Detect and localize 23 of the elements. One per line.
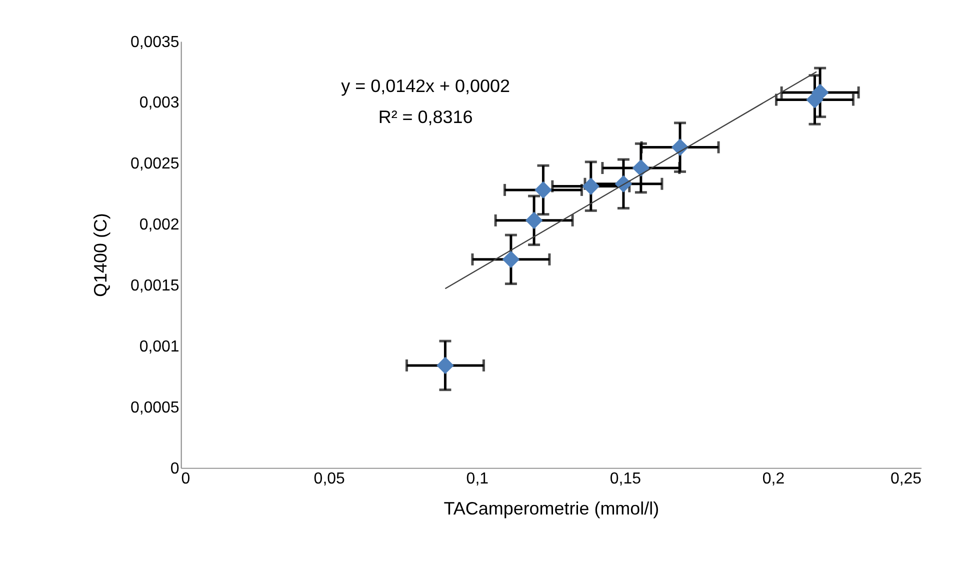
point	[632, 159, 650, 177]
x-tick-label: 0,25	[890, 470, 922, 488]
x-tick-label: 0,15	[610, 470, 642, 488]
annotation: R² = 0,8316	[378, 107, 473, 128]
point	[534, 181, 552, 199]
x-tick-label: 0	[181, 470, 190, 488]
y-axis-title: Q1400 (C)	[90, 213, 110, 297]
y-tick-label: 0,0035	[130, 34, 180, 51]
x-tick-label: 0,05	[314, 470, 346, 488]
y-tick-label: 0,0015	[130, 278, 180, 294]
y-tick-label: 0,003	[139, 94, 180, 112]
x-tick-label: 0,2	[762, 470, 785, 488]
point	[502, 250, 520, 268]
y-tick-label: 0,001	[139, 338, 180, 356]
point	[436, 356, 454, 374]
point	[582, 178, 600, 195]
y-tick-label: 0,0025	[130, 156, 180, 173]
y-tick-label: 0,002	[139, 216, 180, 234]
annotation: y = 0,0142x + 0,0002	[341, 76, 510, 96]
x-axis-title: TACamperometrie (mmol/l)	[444, 498, 660, 518]
y-tick-label: 0,0005	[130, 399, 180, 416]
x-tick-label: 0,1	[466, 470, 489, 488]
point	[525, 212, 543, 230]
